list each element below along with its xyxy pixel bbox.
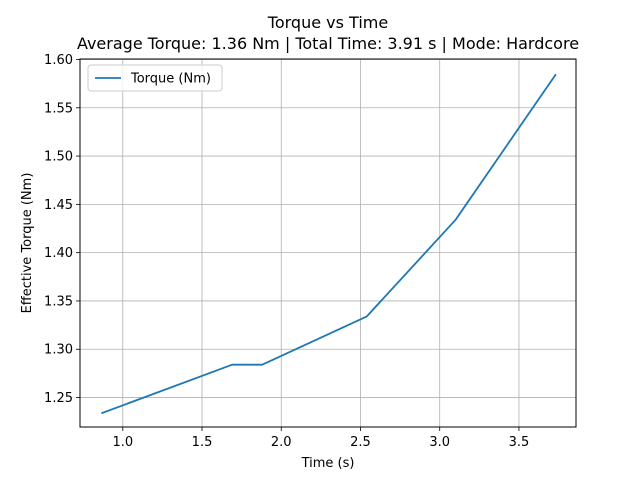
y-tick-label: 1.40 <box>44 246 73 261</box>
y-tick-label: 1.55 <box>44 101 73 116</box>
y-tick-label: 1.50 <box>44 150 73 165</box>
x-tick-label: 1.5 <box>192 435 213 450</box>
legend-box <box>87 64 223 92</box>
plot-background <box>80 59 576 427</box>
chart-title: Torque vs Time <box>267 13 388 32</box>
x-tick-label: 3.0 <box>429 435 450 450</box>
plot-area <box>76 58 577 431</box>
plot-frame <box>79 58 577 428</box>
legend-label-torque: Torque (Nm) <box>130 72 211 87</box>
y-tick-label: 1.35 <box>44 294 73 309</box>
x-tick-label: 2.5 <box>350 435 371 450</box>
x-axis-label: Time (s) <box>301 456 355 471</box>
y-tick-label: 1.30 <box>44 343 73 358</box>
x-tick-label: 2.0 <box>271 435 292 450</box>
legend: Torque (Nm) <box>87 64 223 92</box>
x-tick-label: 1.0 <box>112 435 133 450</box>
y-tick-label: 1.60 <box>44 53 73 68</box>
y-axis-label: Effective Torque (Nm) <box>20 173 35 314</box>
chart-subtitle: Average Torque: 1.36 Nm | Total Time: 3.… <box>77 34 579 53</box>
axis-ticks <box>76 59 520 431</box>
series-line-0 <box>101 73 557 415</box>
y-tick-label: 1.25 <box>44 391 73 406</box>
x-tick-label: 3.5 <box>509 435 530 450</box>
series-layer <box>101 73 557 415</box>
y-tick-label: 1.45 <box>44 198 73 213</box>
